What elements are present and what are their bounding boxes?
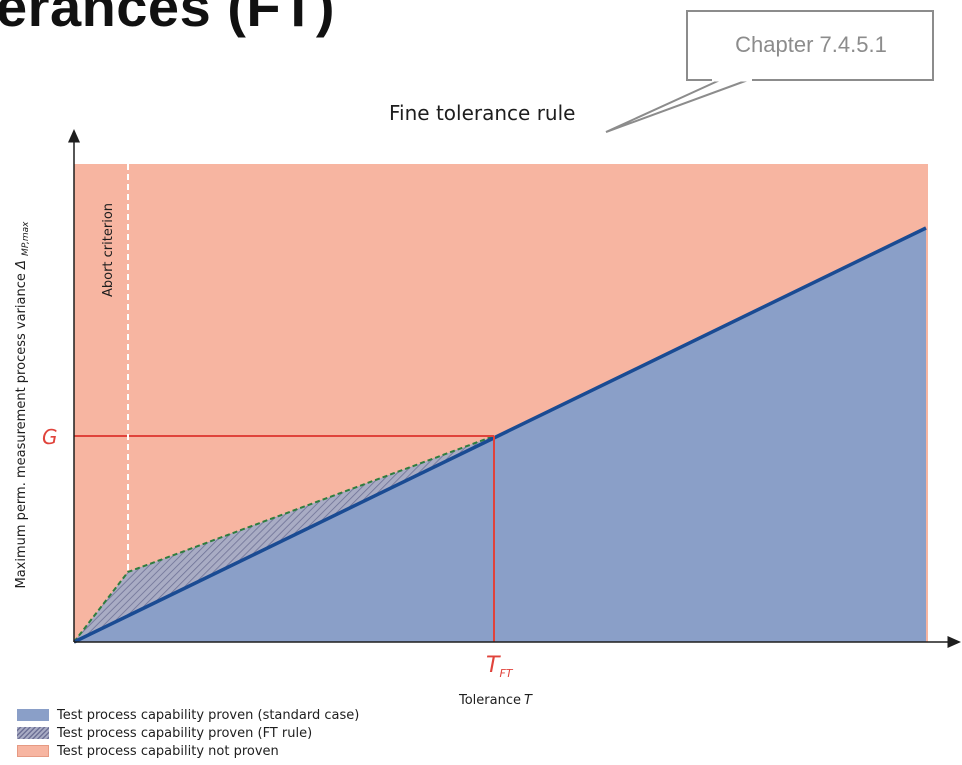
legend-swatch-ft-rule <box>17 727 49 739</box>
standard-case-line <box>73 226 927 644</box>
legend-label-standard: Test process capability proven (standard… <box>57 707 360 723</box>
chapter-callout: Chapter 7.4.5.1 <box>605 10 934 133</box>
tft-label: TFT <box>486 653 514 680</box>
fine-tolerance-rule-label: Fine tolerance rule <box>389 101 575 125</box>
g-label: G <box>42 425 58 449</box>
x-axis-label: Tolerance T <box>458 693 533 708</box>
ft-rule-boundary <box>73 435 495 643</box>
legend-item-not-proven: Test process capability not proven <box>17 742 359 760</box>
legend-item-standard: Test process capability proven (standard… <box>17 706 359 724</box>
chapter-box <box>686 10 934 81</box>
legend-label-ft-rule: Test process capability proven (FT rule) <box>57 725 313 741</box>
page-heading-fragment: erances (FT) <box>0 0 335 38</box>
legend-swatch-not-proven <box>17 745 49 757</box>
legend: Test process capability proven (standard… <box>17 706 359 760</box>
legend-swatch-standard <box>17 709 49 721</box>
chapter-ref: Chapter 7.4.5.1 <box>735 32 887 57</box>
callout-pointer <box>605 79 749 133</box>
legend-label-not-proven: Test process capability not proven <box>57 743 279 759</box>
legend-item-ft-rule: Test process capability proven (FT rule) <box>17 724 359 742</box>
y-axis-label: Maximum perm. measurement process varian… <box>14 221 31 589</box>
abort-criterion-label: Abort criterion <box>101 203 116 297</box>
